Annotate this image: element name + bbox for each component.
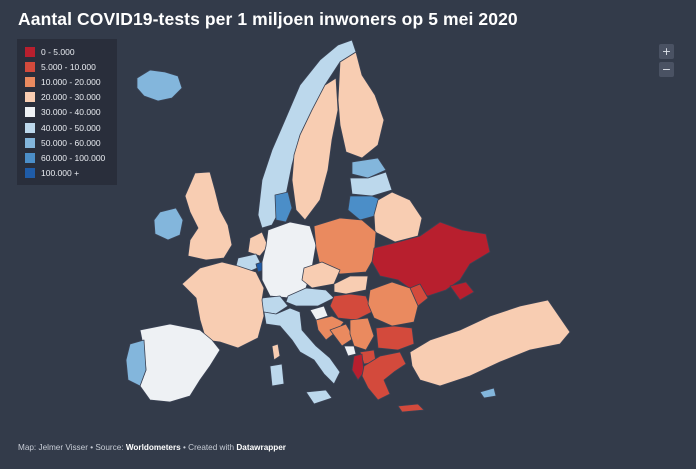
source-link[interactable]: Worldometers (125, 443, 181, 452)
region-estonia[interactable] (351, 157, 387, 179)
region-corsica[interactable] (271, 343, 281, 361)
region-latvia[interactable] (349, 171, 393, 197)
region-finland[interactable] (337, 51, 385, 159)
legend-swatch (25, 152, 35, 163)
legend-item: 20.000 - 30.000 (17, 90, 117, 105)
footer-credits: Map: Jelmer Visser • Source: Worldometer… (18, 443, 286, 452)
region-sicily[interactable] (305, 389, 333, 405)
region-romania[interactable] (367, 281, 419, 327)
region-poland[interactable] (313, 217, 377, 275)
region-bulgaria[interactable] (375, 325, 415, 351)
legend-item: 10.000 - 20.000 (17, 74, 117, 89)
region-portugal[interactable] (125, 339, 147, 387)
region-montenegro[interactable] (343, 345, 357, 357)
region-cyprus[interactable] (479, 387, 497, 399)
legend-label: 5.000 - 10.000 (41, 61, 96, 72)
legend-swatch (25, 107, 35, 118)
region-serbia[interactable] (349, 317, 375, 351)
legend-item: 0 - 5.000 (17, 44, 117, 59)
region-netherlands[interactable] (247, 231, 269, 257)
region-slovakia[interactable] (333, 275, 369, 295)
region-denmark[interactable] (274, 191, 293, 223)
legend-label: 100.000 + (41, 168, 80, 179)
legend-item: 40.000 - 50.000 (17, 120, 117, 135)
region-hungary[interactable] (329, 293, 373, 321)
region-crimea[interactable] (449, 281, 475, 301)
zoom-in-button[interactable]: + (659, 44, 674, 59)
region-sweden[interactable] (291, 77, 339, 221)
legend-label: 60.000 - 100.000 (41, 152, 106, 163)
region-greece[interactable] (361, 351, 407, 401)
footer-prefix: Map: Jelmer Visser • Source: (18, 443, 126, 452)
region-france[interactable] (181, 261, 265, 349)
datawrapper-link[interactable]: Datawrapper (236, 443, 286, 452)
legend-swatch (25, 46, 35, 57)
legend-item: 100.000 + (17, 166, 117, 181)
region-iceland[interactable] (136, 69, 183, 102)
region-united-kingdom[interactable] (184, 171, 233, 261)
zoom-out-button[interactable]: − (659, 62, 674, 77)
region-turkey[interactable] (409, 299, 571, 387)
region-sardinia[interactable] (269, 363, 285, 387)
map-title: Aantal COVID19-tests per 1 miljoen inwon… (18, 9, 518, 29)
legend-label: 10.000 - 20.000 (41, 76, 101, 87)
footer-middle: • Created with (180, 443, 237, 452)
legend: 0 - 5.000 5.000 - 10.000 10.000 - 20.000… (17, 39, 117, 185)
region-albania[interactable] (351, 353, 365, 381)
legend-label: 40.000 - 50.000 (41, 122, 101, 133)
legend-swatch (25, 137, 35, 148)
legend-label: 50.000 - 60.000 (41, 137, 101, 148)
legend-swatch (25, 122, 35, 133)
region-crete[interactable] (397, 403, 425, 413)
legend-label: 20.000 - 30.000 (41, 92, 101, 103)
legend-swatch (25, 76, 35, 87)
region-ukraine[interactable] (371, 221, 491, 297)
region-slovenia[interactable] (309, 305, 329, 321)
region-austria[interactable] (285, 287, 335, 307)
region-ireland[interactable] (153, 207, 184, 241)
legend-item: 50.000 - 60.000 (17, 135, 117, 150)
legend-swatch (25, 61, 35, 72)
legend-label: 0 - 5.000 (41, 46, 75, 57)
legend-swatch (25, 92, 35, 103)
legend-label: 30.000 - 40.000 (41, 107, 101, 118)
legend-item: 30.000 - 40.000 (17, 105, 117, 120)
region-germany[interactable] (261, 221, 317, 299)
legend-swatch (25, 168, 35, 179)
region-italy[interactable] (263, 307, 341, 385)
region-belarus[interactable] (373, 191, 423, 243)
legend-item: 5.000 - 10.000 (17, 59, 117, 74)
legend-item: 60.000 - 100.000 (17, 150, 117, 165)
